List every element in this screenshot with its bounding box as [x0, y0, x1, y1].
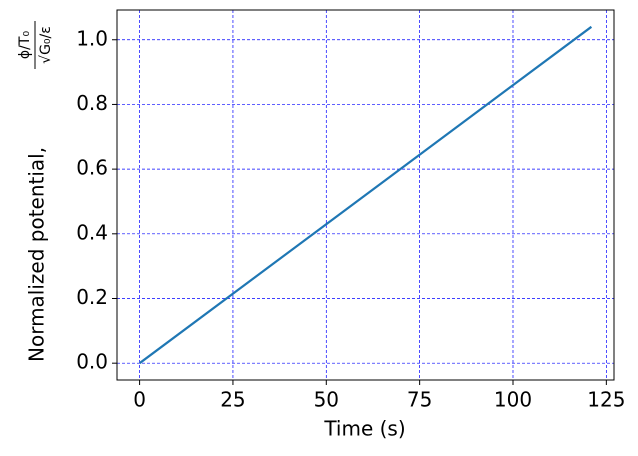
y-axis-label: Normalized potential,	[25, 147, 49, 362]
y-tick-label: 0.4	[76, 220, 108, 244]
y-tick-label: 1.0	[76, 26, 108, 50]
y-tick-label: 0.2	[76, 285, 108, 309]
x-tick-label: 0	[133, 388, 146, 412]
x-tick-label: 50	[314, 388, 339, 412]
y-axis-label-group: Normalized potential, ϕ/T₀ √G₀/ε	[17, 21, 54, 362]
plot-frame	[116, 9, 615, 381]
y-tick-label: 0.0	[76, 350, 108, 374]
y-tick-label: 0.8	[76, 91, 108, 115]
x-tick-label: 100	[494, 388, 532, 412]
y-label-numerator: ϕ/T₀	[17, 31, 33, 60]
x-tick-label: 125	[587, 388, 625, 412]
y-tick-label: 0.6	[76, 156, 108, 180]
x-tick-label: 25	[220, 388, 245, 412]
x-axis-label: Time (s)	[323, 417, 405, 441]
x-tick-label: 75	[407, 388, 432, 412]
y-label-denominator: √G₀/ε	[38, 26, 54, 64]
line	[138, 25, 593, 365]
